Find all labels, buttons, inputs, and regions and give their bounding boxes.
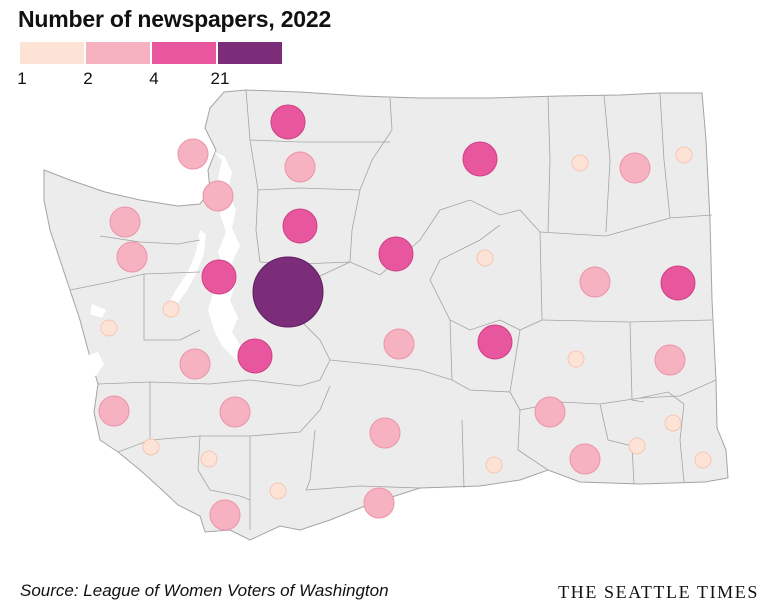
legend-swatch-2	[86, 42, 150, 64]
legend: 1 2 4 21	[17, 42, 284, 92]
grays-harbor-bay	[90, 304, 106, 318]
dot-pacific	[98, 395, 130, 427]
dot-skagit	[284, 151, 316, 183]
newspaper-dots	[98, 104, 712, 531]
dot-adams	[567, 350, 585, 368]
dot-yakima	[369, 417, 401, 449]
dot-franklin	[534, 396, 566, 428]
legend-swatch-4	[152, 42, 216, 64]
dot-pierce	[237, 338, 273, 374]
seattle-times-logo: THE SEATTLE TIMES	[558, 582, 759, 602]
dot-thurston	[179, 348, 211, 380]
source-note: Source: League of Women Voters of Washin…	[20, 581, 389, 600]
legend-swatch-1	[20, 42, 84, 64]
county-borders	[69, 89, 717, 530]
dot-spokane	[660, 265, 696, 301]
dot-lincoln	[579, 266, 611, 298]
dot-wahkiakum	[142, 438, 160, 456]
dot-snohomish	[282, 208, 318, 244]
dot-cowlitz	[200, 450, 218, 468]
legend-label-21: 21	[210, 69, 230, 88]
dot-king	[252, 256, 324, 328]
dot-mason	[162, 300, 180, 318]
dot-asotin	[694, 451, 712, 469]
legend-label-1: 1	[17, 69, 27, 88]
dot-okanogan	[462, 141, 498, 177]
dot-clark	[209, 499, 241, 531]
dot-garfield	[664, 414, 682, 432]
dot-grant	[477, 324, 513, 360]
legend-swatch-21	[218, 42, 282, 64]
dot-clallam	[109, 206, 141, 238]
dot-whatcom	[270, 104, 306, 140]
dot-lewis	[219, 396, 251, 428]
dot-benton	[485, 456, 503, 474]
dot-skamania	[269, 482, 287, 500]
dot-klickitat	[363, 487, 395, 519]
puget-sound	[208, 152, 242, 360]
dot-jefferson	[116, 241, 148, 273]
dot-walla-walla	[569, 443, 601, 475]
dot-whitman	[654, 344, 686, 376]
dot-island	[177, 138, 209, 170]
map-title: Number of newspapers, 2022	[18, 6, 332, 32]
dot-chelan	[378, 236, 414, 272]
dot-columbia	[628, 437, 646, 455]
dot-pend-oreille	[675, 146, 693, 164]
legend-label-2: 2	[83, 69, 93, 88]
dot-stevens	[619, 152, 651, 184]
dot-san-juan	[202, 180, 234, 212]
willapa-bay	[86, 352, 104, 376]
dot-kitsap	[201, 259, 237, 295]
dot-grays-harbor	[100, 319, 118, 337]
dot-kittitas	[383, 328, 415, 360]
dot-ferry	[571, 154, 589, 172]
legend-label-4: 4	[149, 69, 159, 88]
hood-canal	[168, 230, 206, 308]
dot-douglas	[476, 249, 494, 267]
